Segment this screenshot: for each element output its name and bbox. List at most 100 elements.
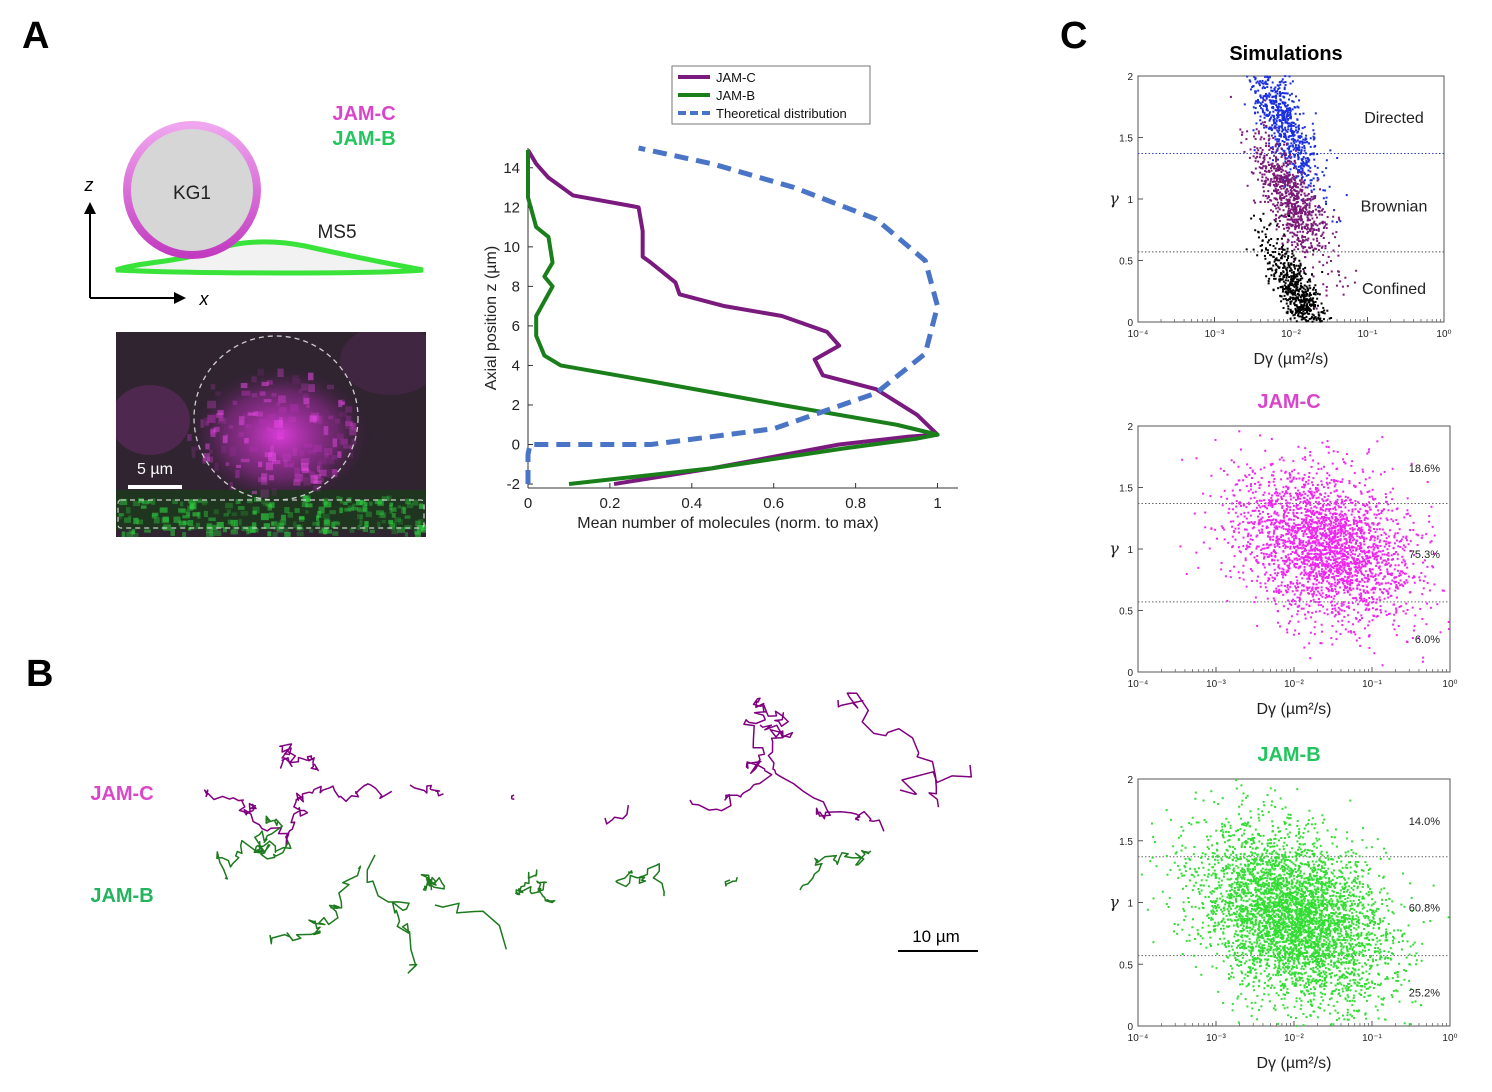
data-point <box>1325 227 1328 230</box>
data-point <box>1275 182 1278 185</box>
data-point <box>1284 75 1287 78</box>
data-point <box>1283 248 1286 251</box>
magenta-speckle <box>341 439 349 445</box>
data-point <box>1337 543 1340 546</box>
data-point <box>1269 127 1272 130</box>
magenta-speckle <box>345 415 352 422</box>
green-speckle <box>416 525 424 532</box>
data-point <box>1337 531 1340 534</box>
magenta-speckle <box>225 462 230 466</box>
data-point <box>1336 494 1339 497</box>
data-point <box>1304 256 1307 259</box>
data-point <box>1281 117 1284 120</box>
data-point <box>1347 605 1350 608</box>
data-point <box>1287 205 1290 208</box>
data-point <box>1399 546 1402 549</box>
data-point <box>1379 545 1382 548</box>
magenta-speckle <box>286 449 293 458</box>
data-point <box>1305 238 1308 241</box>
data-point <box>1244 557 1247 560</box>
data-point <box>1347 577 1350 580</box>
data-point <box>1306 535 1309 538</box>
data-point <box>1269 184 1272 187</box>
data-point <box>1273 100 1276 103</box>
data-point <box>1301 171 1304 174</box>
data-point <box>1289 196 1292 199</box>
data-point <box>1348 565 1351 568</box>
data-point <box>1293 534 1296 537</box>
data-point <box>1321 213 1324 216</box>
data-point <box>1248 503 1251 506</box>
data-point <box>1261 108 1264 111</box>
data-point <box>1297 212 1300 215</box>
data-point <box>1307 160 1310 163</box>
data-point <box>1286 204 1289 207</box>
data-point <box>1289 309 1292 312</box>
data-point <box>1287 279 1290 282</box>
magenta-speckle <box>331 454 338 460</box>
data-point <box>1309 518 1312 521</box>
data-point <box>1294 245 1297 248</box>
data-point <box>1300 132 1303 135</box>
data-point <box>1295 195 1298 198</box>
data-point <box>1322 519 1325 522</box>
data-point <box>1181 458 1184 461</box>
green-speckle <box>124 517 132 523</box>
data-point <box>1315 576 1318 579</box>
magenta-speckle <box>247 412 256 416</box>
data-point <box>1296 148 1299 151</box>
data-point <box>1298 170 1301 173</box>
data-point <box>1249 466 1252 469</box>
data-point <box>1278 537 1281 540</box>
data-point <box>1302 220 1305 223</box>
data-point <box>1256 575 1259 578</box>
data-point <box>1286 229 1289 232</box>
data-point <box>1197 566 1200 569</box>
data-point <box>1273 599 1276 602</box>
data-point <box>1282 534 1285 537</box>
data-point <box>1305 161 1308 164</box>
magenta-speckle <box>271 393 277 397</box>
data-point <box>1298 582 1301 585</box>
data-point <box>1364 522 1367 525</box>
data-point <box>1288 107 1291 110</box>
data-point <box>1285 259 1288 262</box>
data-point <box>1339 518 1342 521</box>
data-point <box>1286 110 1289 113</box>
data-point <box>1276 265 1279 268</box>
data-point <box>1284 585 1287 588</box>
data-point <box>1383 597 1386 600</box>
data-point <box>1317 604 1320 607</box>
data-point <box>1358 527 1361 530</box>
data-point <box>1299 305 1302 308</box>
data-point <box>1303 549 1306 552</box>
magenta-speckle <box>217 417 227 424</box>
data-point <box>1280 168 1283 171</box>
data-point <box>1378 583 1381 586</box>
data-point <box>1253 522 1256 525</box>
data-point <box>1292 633 1295 636</box>
data-point <box>1346 547 1349 550</box>
data-point <box>1283 152 1286 155</box>
data-point <box>1358 535 1361 538</box>
data-point <box>1280 109 1283 112</box>
data-point <box>1260 549 1263 552</box>
data-point <box>1347 620 1350 623</box>
data-point <box>1280 214 1283 217</box>
data-point <box>1351 623 1354 626</box>
data-point <box>1357 501 1360 504</box>
data-point <box>1279 262 1282 265</box>
data-point <box>1306 589 1309 592</box>
data-point <box>1338 562 1341 565</box>
data-point <box>1294 106 1297 109</box>
data-point <box>1267 282 1270 285</box>
green-speckle <box>212 524 219 531</box>
data-point <box>1290 190 1293 193</box>
data-point <box>1303 272 1306 275</box>
data-point <box>1322 563 1325 566</box>
data-point <box>1268 544 1271 547</box>
data-point <box>1302 589 1305 592</box>
data-point <box>1294 195 1297 198</box>
data-point <box>1274 220 1277 223</box>
magenta-speckle <box>267 414 276 418</box>
